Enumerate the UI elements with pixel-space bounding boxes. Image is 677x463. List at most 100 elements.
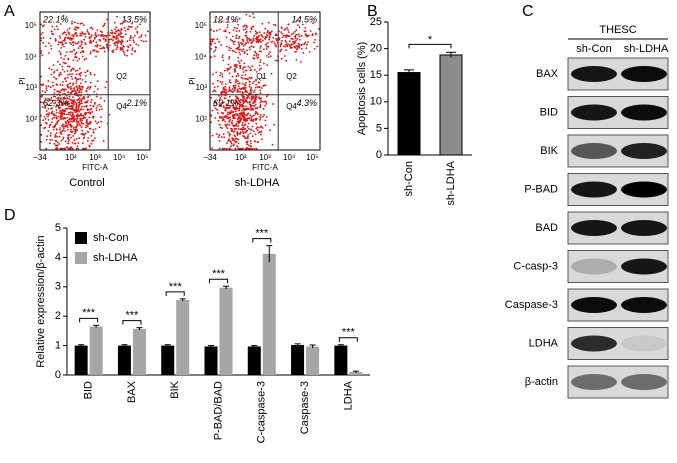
event — [221, 56, 224, 59]
event — [253, 16, 256, 19]
event — [226, 127, 229, 129]
band — [571, 220, 617, 236]
event — [268, 35, 271, 37]
event — [266, 45, 268, 48]
event — [69, 38, 71, 41]
event — [237, 138, 240, 141]
event — [234, 108, 236, 111]
event — [318, 28, 320, 30]
event — [72, 90, 75, 92]
event — [50, 121, 53, 124]
event — [45, 110, 48, 112]
event — [242, 48, 245, 51]
y-tick-label: 5 — [376, 122, 382, 134]
event — [100, 105, 102, 108]
event — [245, 30, 248, 33]
event — [249, 80, 251, 83]
event — [79, 88, 82, 91]
event — [240, 48, 242, 51]
event — [79, 74, 82, 77]
event — [51, 138, 53, 141]
event — [245, 105, 248, 107]
event — [246, 49, 248, 52]
event — [237, 85, 240, 88]
event — [55, 147, 58, 149]
event — [263, 62, 265, 65]
event — [246, 137, 249, 140]
event — [40, 140, 42, 143]
event — [251, 65, 254, 68]
event — [45, 89, 48, 91]
event — [298, 43, 301, 46]
event — [51, 25, 54, 28]
event — [59, 52, 62, 55]
event — [229, 104, 232, 107]
event — [92, 139, 95, 142]
event — [59, 127, 62, 129]
event — [253, 34, 256, 37]
x-tick-label: −34 — [203, 153, 217, 162]
event — [236, 132, 239, 135]
event — [64, 140, 67, 143]
event — [242, 126, 245, 129]
event — [71, 96, 74, 99]
event — [253, 89, 256, 92]
event — [236, 27, 239, 30]
event — [69, 82, 71, 85]
event — [302, 51, 305, 54]
event — [52, 128, 55, 131]
lane-label: sh-Con — [576, 43, 611, 55]
event — [211, 147, 213, 150]
event — [233, 113, 236, 116]
event — [229, 38, 232, 41]
event — [53, 142, 56, 145]
event — [249, 69, 252, 72]
event — [219, 126, 222, 129]
event — [40, 124, 42, 127]
event — [252, 118, 255, 121]
event — [79, 109, 81, 111]
event — [87, 111, 89, 114]
event — [214, 117, 217, 119]
event — [109, 32, 112, 34]
event — [59, 35, 61, 37]
x-tick-label: sh-LDHA — [445, 160, 457, 205]
event — [66, 137, 69, 140]
event — [218, 105, 221, 108]
event — [226, 111, 229, 114]
plot-frame — [209, 11, 321, 151]
event — [242, 135, 244, 137]
event — [224, 109, 227, 112]
event — [103, 22, 106, 25]
event — [271, 143, 274, 146]
event — [81, 46, 84, 49]
event — [94, 128, 97, 130]
event — [238, 112, 241, 115]
event — [60, 118, 62, 121]
event — [234, 68, 237, 71]
event — [212, 82, 214, 85]
event — [238, 51, 241, 54]
x-tick-label: 10⁴ — [283, 153, 296, 162]
event — [248, 117, 251, 120]
event — [239, 119, 242, 122]
event — [54, 99, 57, 102]
y-tick-label: 10² — [195, 115, 207, 124]
event — [235, 123, 238, 126]
event — [250, 89, 253, 92]
event — [76, 129, 79, 132]
event — [84, 35, 87, 38]
event — [91, 28, 94, 30]
event — [74, 131, 77, 134]
event — [228, 86, 231, 89]
event — [70, 75, 73, 78]
event — [53, 116, 55, 119]
event — [242, 88, 245, 90]
event — [126, 54, 128, 57]
event — [237, 74, 240, 77]
event — [74, 42, 77, 44]
event — [227, 68, 230, 71]
event — [237, 128, 240, 131]
event — [59, 100, 61, 103]
event — [75, 91, 77, 94]
